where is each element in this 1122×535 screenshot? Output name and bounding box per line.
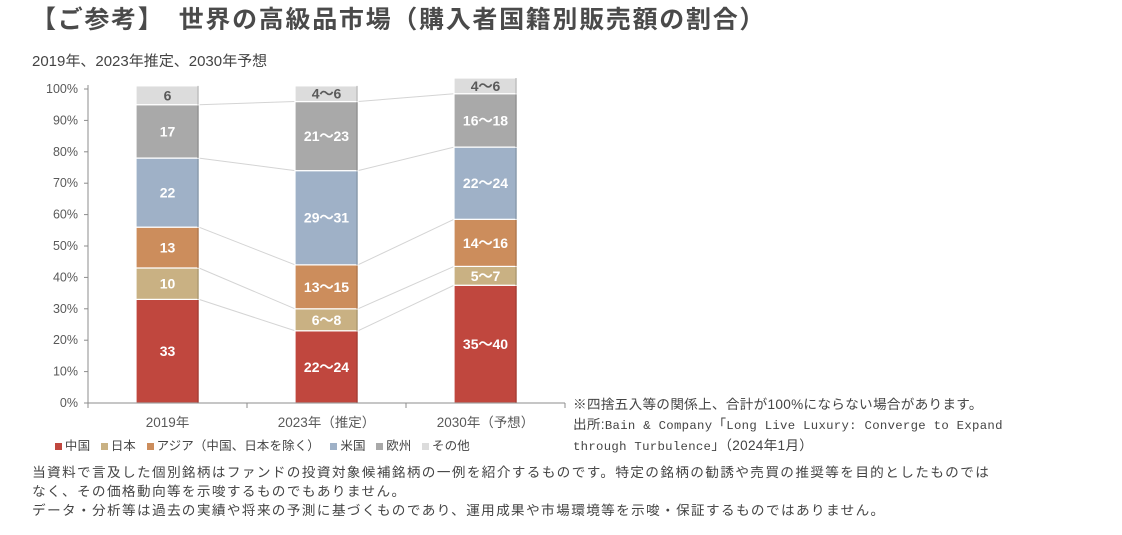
svg-text:0%: 0% [60,396,78,410]
svg-text:13～15: 13～15 [304,279,349,295]
svg-text:20%: 20% [53,333,78,347]
svg-text:14～16: 14～16 [463,235,508,251]
svg-text:33: 33 [160,343,176,359]
svg-text:22: 22 [160,185,176,201]
svg-text:21～23: 21～23 [304,128,349,144]
svg-text:22～24: 22～24 [304,359,349,375]
svg-text:2019年: 2019年 [146,415,190,430]
svg-text:5～7: 5～7 [471,268,501,284]
svg-text:6～8: 6～8 [312,312,342,328]
svg-text:10%: 10% [53,365,78,379]
svg-text:4～6: 4～6 [312,86,342,102]
svg-text:10: 10 [160,276,176,292]
svg-text:13: 13 [160,240,176,256]
svg-text:70%: 70% [53,176,78,190]
svg-text:2023年（推定）: 2023年（推定） [278,415,376,430]
svg-text:60%: 60% [53,208,78,222]
svg-text:80%: 80% [53,145,78,159]
svg-text:16～18: 16～18 [463,112,508,128]
svg-text:35～40: 35～40 [463,336,508,352]
svg-text:90%: 90% [53,113,78,127]
svg-text:6: 6 [164,87,172,103]
svg-text:50%: 50% [53,239,78,253]
svg-text:4～6: 4～6 [471,78,501,94]
svg-text:17: 17 [160,123,176,139]
svg-text:22～24: 22～24 [463,175,508,191]
svg-text:100%: 100% [46,82,78,96]
svg-text:30%: 30% [53,302,78,316]
svg-text:40%: 40% [53,270,78,284]
svg-text:2030年（予想）: 2030年（予想） [437,415,535,430]
svg-text:29～31: 29～31 [304,210,349,226]
